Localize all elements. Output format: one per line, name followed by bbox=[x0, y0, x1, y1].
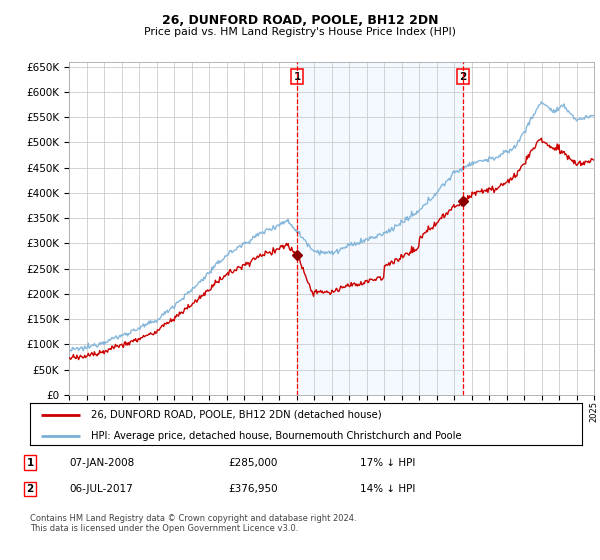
Text: 2: 2 bbox=[459, 72, 466, 82]
Text: 17% ↓ HPI: 17% ↓ HPI bbox=[360, 458, 415, 468]
Bar bbox=[297, 62, 463, 395]
Text: HPI: Average price, detached house, Bournemouth Christchurch and Poole: HPI: Average price, detached house, Bour… bbox=[91, 431, 461, 441]
Text: 06-JUL-2017: 06-JUL-2017 bbox=[69, 484, 133, 494]
Text: £376,950: £376,950 bbox=[228, 484, 278, 494]
Text: 1: 1 bbox=[26, 458, 34, 468]
Text: £285,000: £285,000 bbox=[228, 458, 277, 468]
Text: 26, DUNFORD ROAD, POOLE, BH12 2DN: 26, DUNFORD ROAD, POOLE, BH12 2DN bbox=[162, 14, 438, 27]
Text: 26, DUNFORD ROAD, POOLE, BH12 2DN (detached house): 26, DUNFORD ROAD, POOLE, BH12 2DN (detac… bbox=[91, 410, 382, 420]
Text: 14% ↓ HPI: 14% ↓ HPI bbox=[360, 484, 415, 494]
Text: Price paid vs. HM Land Registry's House Price Index (HPI): Price paid vs. HM Land Registry's House … bbox=[144, 27, 456, 37]
Text: 1: 1 bbox=[293, 72, 301, 82]
Text: Contains HM Land Registry data © Crown copyright and database right 2024.
This d: Contains HM Land Registry data © Crown c… bbox=[30, 514, 356, 534]
Text: 07-JAN-2008: 07-JAN-2008 bbox=[69, 458, 134, 468]
Text: 2: 2 bbox=[26, 484, 34, 494]
